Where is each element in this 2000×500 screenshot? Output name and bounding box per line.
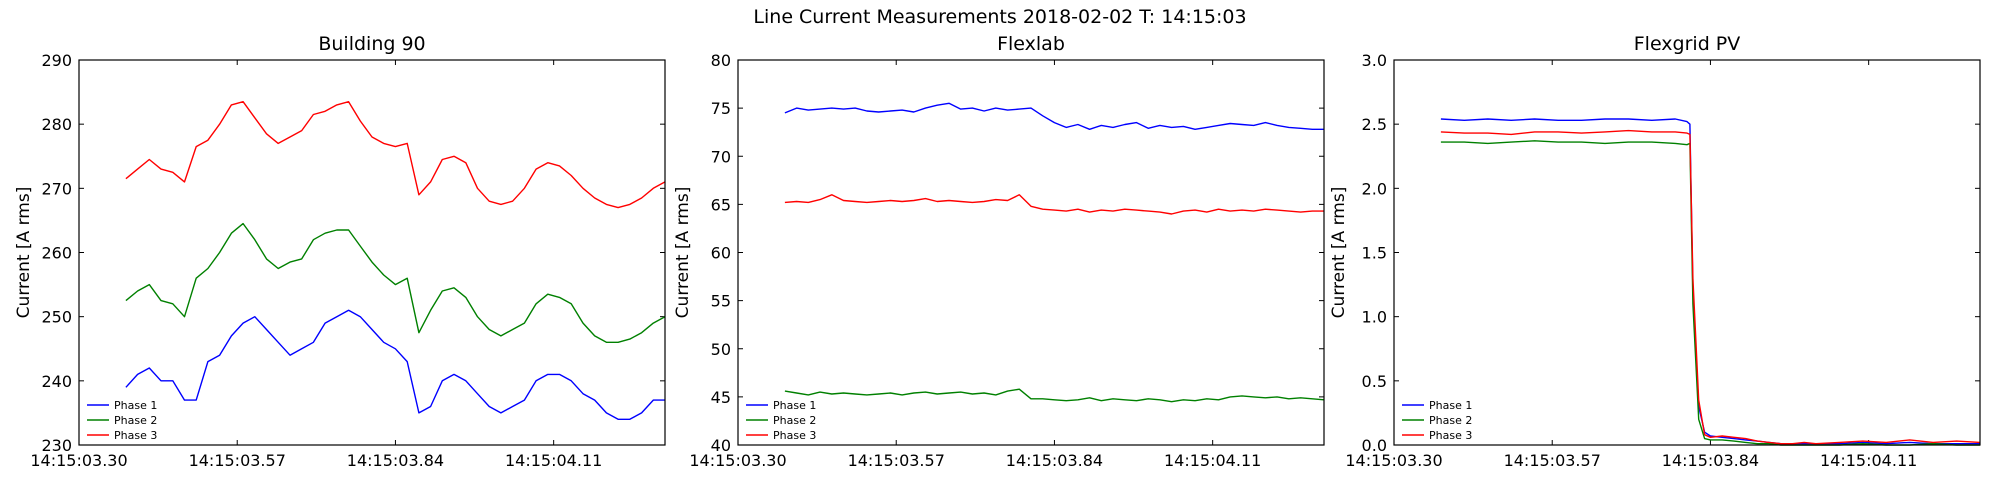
legend: Phase 1 Phase 2 Phase 3 bbox=[1402, 399, 1472, 442]
y-tick-label: 65 bbox=[711, 195, 731, 214]
y-tick-label: 60 bbox=[711, 244, 731, 263]
legend-label: Phase 2 bbox=[114, 414, 157, 427]
y-axis-label: Current [A rms] bbox=[14, 187, 34, 319]
legend-label: Phase 3 bbox=[1429, 429, 1472, 442]
chart-panel-2: Flexlab Current [A rms] 40 45 50 55 60 65 70 75 80… bbox=[673, 33, 1325, 470]
x-tick-label: 14:15:04.11 bbox=[505, 451, 602, 470]
axes-frame bbox=[78, 59, 666, 446]
series-line-phase-1 bbox=[1440, 118, 1980, 445]
y-tick-label: 1.0 bbox=[1362, 308, 1387, 327]
y-tick-label: 2.5 bbox=[1362, 115, 1387, 134]
axes-frame bbox=[737, 59, 1325, 446]
x-tick-label: 14:15:03.30 bbox=[1345, 451, 1442, 470]
x-tick-label: 14:15:03.84 bbox=[1662, 451, 1759, 470]
y-axis-label: Current [A rms] bbox=[1329, 187, 1349, 319]
y-tick-label: 0.0 bbox=[1362, 436, 1387, 455]
x-tick-label: 14:15:04.11 bbox=[1164, 451, 1261, 470]
panel-title: Flexlab bbox=[997, 33, 1065, 55]
y-tick-label: 70 bbox=[711, 147, 731, 166]
y-tick-label: 2.0 bbox=[1362, 179, 1387, 198]
series-line-phase-3 bbox=[125, 100, 666, 209]
series-line-phase-2 bbox=[125, 222, 666, 343]
legend-label: Phase 2 bbox=[773, 414, 816, 427]
x-tick-label: 14:15:04.11 bbox=[1820, 451, 1917, 470]
chart-panel-1: Building 90 Current [A rms] 230 240 250 260 27… bbox=[14, 33, 666, 470]
y-tick-label: 50 bbox=[711, 340, 731, 359]
legend: Phase 1 Phase 2 Phase 3 bbox=[87, 399, 157, 442]
x-tick-label: 14:15:03.30 bbox=[689, 451, 786, 470]
y-tick-label: 240 bbox=[41, 372, 72, 391]
x-tick-label: 14:15:03.84 bbox=[347, 451, 444, 470]
y-tick-label: 3.0 bbox=[1362, 51, 1387, 70]
y-tick-label: 250 bbox=[41, 308, 72, 327]
series-line-phase-2 bbox=[784, 388, 1325, 403]
x-tick-label: 14:15:03.30 bbox=[30, 451, 127, 470]
legend-label: Phase 3 bbox=[114, 429, 157, 442]
y-tick-label: 40 bbox=[711, 436, 731, 455]
x-tick-label: 14:15:03.57 bbox=[1504, 451, 1601, 470]
series-line-phase-1 bbox=[125, 309, 665, 420]
y-tick-label: 80 bbox=[711, 51, 731, 70]
y-tick-label: 0.5 bbox=[1362, 372, 1387, 391]
axes-frame bbox=[1393, 59, 1981, 446]
y-tick-label: 45 bbox=[711, 388, 731, 407]
y-tick-label: 55 bbox=[711, 292, 731, 311]
panel-title: Building 90 bbox=[318, 33, 425, 55]
x-tick-label: 14:15:03.84 bbox=[1006, 451, 1103, 470]
legend-label: Phase 2 bbox=[1429, 414, 1472, 427]
series-line-phase-3 bbox=[1440, 129, 1981, 445]
figure-title: Line Current Measurements 2018-02-02 T: … bbox=[753, 6, 1247, 28]
y-tick-label: 270 bbox=[41, 179, 72, 198]
legend-label: Phase 1 bbox=[114, 399, 157, 412]
legend-label: Phase 1 bbox=[773, 399, 816, 412]
legend-label: Phase 3 bbox=[773, 429, 816, 442]
y-tick-label: 280 bbox=[41, 115, 72, 134]
y-axis-label: Current [A rms] bbox=[673, 187, 693, 319]
legend: Phase 1 Phase 2 Phase 3 bbox=[746, 399, 816, 442]
series-line-phase-3 bbox=[784, 194, 1324, 215]
y-tick-label: 75 bbox=[711, 99, 731, 118]
y-tick-label: 260 bbox=[41, 244, 72, 263]
legend-label: Phase 1 bbox=[1429, 399, 1472, 412]
series-line-phase-1 bbox=[784, 102, 1324, 131]
x-tick-label: 14:15:03.57 bbox=[189, 451, 286, 470]
chart-panel-3: Flexgrid PV Current [A rms] 0.0 0.5 1.0 1.5 2.… bbox=[1329, 33, 1981, 470]
series-line-phase-2 bbox=[1440, 140, 1980, 446]
panel-title: Flexgrid PV bbox=[1634, 33, 1741, 55]
y-tick-label: 230 bbox=[41, 436, 72, 455]
x-tick-label: 14:15:03.57 bbox=[848, 451, 945, 470]
y-tick-label: 290 bbox=[41, 51, 72, 70]
y-tick-label: 1.5 bbox=[1362, 244, 1387, 263]
